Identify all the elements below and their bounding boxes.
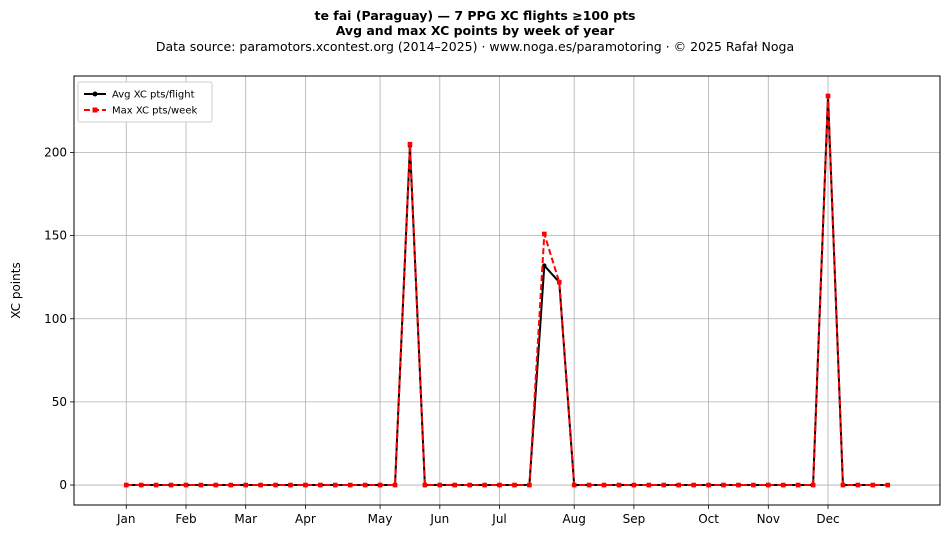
max-data-point: [228, 482, 234, 488]
legend-label-avg: Avg XC pts/flight: [112, 90, 195, 101]
x-tick-label: Aug: [562, 512, 585, 526]
x-tick-label: May: [368, 512, 393, 526]
max-data-point: [377, 482, 383, 488]
x-tick-label: Apr: [295, 512, 316, 526]
x-tick-label: Oct: [698, 512, 719, 526]
max-data-point: [661, 482, 667, 488]
max-data-point: [631, 482, 637, 488]
max-data-point: [676, 482, 682, 488]
x-tick-label: Dec: [816, 512, 839, 526]
max-data-point: [810, 482, 816, 488]
y-tick-label: 0: [59, 478, 67, 492]
max-series-line: [126, 94, 888, 487]
max-data-point: [422, 482, 428, 488]
max-data-point: [123, 482, 129, 488]
x-tick-label: Jul: [491, 512, 506, 526]
legend-marker-avg: [92, 91, 98, 97]
max-data-point: [646, 482, 652, 488]
max-data-point: [467, 482, 472, 488]
max-data-point: [347, 482, 353, 488]
max-data-point: [452, 482, 458, 488]
max-data-point: [437, 482, 443, 488]
y-tick-label: 100: [44, 312, 67, 326]
max-data-point: [243, 482, 249, 488]
max-data-point: [885, 482, 891, 488]
max-data-point: [362, 482, 368, 488]
legend-marker-max: [92, 107, 98, 113]
max-data-point: [183, 482, 189, 488]
max-data-point: [721, 482, 726, 488]
max-data-point: [482, 482, 487, 488]
max-data-point: [795, 482, 801, 488]
max-data-point: [780, 482, 786, 488]
max-data-point: [153, 482, 159, 488]
chart-title: te fai (Paraguay) — 7 PPG XC flights ≥10…: [314, 8, 636, 23]
max-data-point: [571, 482, 577, 488]
max-data-point: [138, 482, 144, 488]
max-data-point: [332, 482, 338, 488]
max-data-point: [825, 93, 831, 99]
x-tick-label: Nov: [757, 512, 780, 526]
x-tick-label: Sep: [623, 512, 646, 526]
x-tick-label: Feb: [175, 512, 196, 526]
x-tick-label: Mar: [234, 512, 257, 526]
max-data-point: [318, 482, 323, 488]
max-data-point: [273, 482, 278, 488]
max-data-point: [751, 482, 756, 488]
max-data-point: [407, 141, 413, 147]
max-data-point: [616, 482, 622, 488]
legend-label-max: Max XC pts/week: [112, 106, 197, 117]
series-group: [123, 93, 891, 488]
max-data-point: [258, 482, 263, 488]
grid: [74, 76, 940, 505]
avg-series-line: [126, 94, 888, 487]
max-data-point: [586, 482, 592, 488]
max-data-point: [213, 482, 219, 488]
max-data-point: [765, 482, 771, 488]
x-tick-label: Jun: [429, 512, 449, 526]
y-axis-label: XC points: [9, 262, 23, 318]
max-data-point: [392, 482, 398, 488]
max-data-point: [168, 482, 174, 488]
max-data-point: [527, 482, 532, 488]
legend: Avg XC pts/flight Max XC pts/week: [77, 81, 213, 123]
y-tick-label: 150: [44, 229, 67, 243]
plot-frame: [73, 75, 941, 506]
chart-titles: te fai (Paraguay) — 7 PPG XC flights ≥10…: [0, 8, 950, 56]
max-data-point: [691, 482, 696, 488]
max-data-point: [870, 482, 876, 488]
max-data-point: [556, 279, 562, 285]
chart-title-line2: Avg and max XC points by week of year: [335, 23, 615, 38]
max-data-point: [303, 482, 308, 488]
max-data-point: [840, 482, 846, 488]
max-data-point: [736, 482, 741, 488]
max-data-point: [198, 482, 204, 488]
max-data-point: [497, 482, 502, 488]
max-data-point: [542, 231, 547, 237]
legend-box: [77, 81, 213, 123]
chart-subtitle: Data source: paramotors.xcontest.org (20…: [155, 39, 795, 54]
max-data-point: [855, 482, 861, 488]
max-data-point: [601, 482, 607, 488]
y-tick-label: 50: [52, 395, 67, 409]
x-tick-label: Jan: [116, 512, 136, 526]
max-data-point: [288, 482, 293, 488]
max-data-point: [512, 482, 517, 488]
y-tick-label: 200: [44, 145, 67, 159]
max-data-point: [706, 482, 711, 488]
axis-ticks: Jan Feb Mar Apr May Jun Jul Aug Sep Oct Nov Dec 0 50 1…: [44, 145, 840, 526]
